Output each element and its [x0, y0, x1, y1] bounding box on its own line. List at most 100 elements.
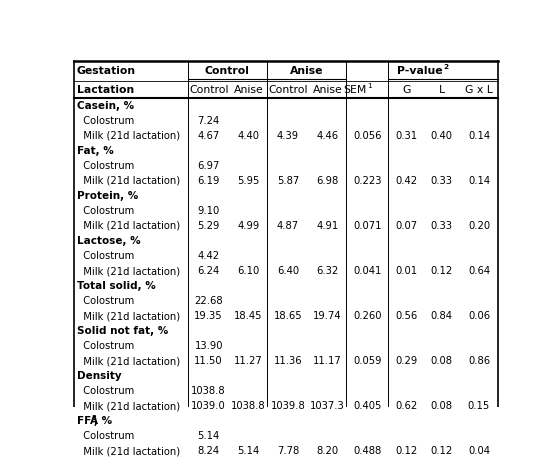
Text: 0.08: 0.08: [431, 356, 453, 366]
Text: 6.19: 6.19: [198, 176, 220, 186]
Text: 0.62: 0.62: [395, 401, 417, 411]
Text: 1: 1: [367, 84, 372, 90]
Text: 0.04: 0.04: [468, 446, 490, 456]
Text: 0.64: 0.64: [468, 266, 490, 276]
Text: Lactation: Lactation: [76, 85, 134, 95]
Text: 11.17: 11.17: [313, 356, 342, 366]
Text: 1039.0: 1039.0: [191, 401, 226, 411]
Text: Colostrum: Colostrum: [76, 251, 134, 261]
Text: 0.223: 0.223: [353, 176, 382, 186]
Text: Solid not fat, %: Solid not fat, %: [76, 326, 168, 336]
Text: Gestation: Gestation: [76, 66, 136, 76]
Text: 18.65: 18.65: [273, 311, 302, 321]
Text: 11.27: 11.27: [234, 356, 263, 366]
Text: Colostrum: Colostrum: [76, 116, 134, 126]
Text: 0.40: 0.40: [431, 131, 453, 141]
Text: 5.95: 5.95: [237, 176, 259, 186]
Text: 1039.8: 1039.8: [271, 401, 305, 411]
Text: 6.97: 6.97: [198, 161, 220, 171]
Text: FFA: FFA: [76, 416, 98, 426]
Text: Colostrum: Colostrum: [76, 206, 134, 216]
Text: 0.33: 0.33: [431, 176, 453, 186]
Text: Anise: Anise: [233, 85, 263, 95]
Text: Milk (21d lactation): Milk (21d lactation): [76, 266, 180, 276]
Text: 6.10: 6.10: [237, 266, 259, 276]
Text: Control: Control: [189, 85, 228, 95]
Text: Lactose, %: Lactose, %: [76, 236, 141, 246]
Text: 0.56: 0.56: [395, 311, 417, 321]
Text: 0.12: 0.12: [431, 446, 453, 456]
Text: 4.87: 4.87: [277, 221, 299, 231]
Text: Total solid, %: Total solid, %: [76, 281, 156, 291]
Text: Milk (21d lactation): Milk (21d lactation): [76, 446, 180, 456]
Text: 8.24: 8.24: [198, 446, 220, 456]
Text: 0.056: 0.056: [353, 131, 382, 141]
Text: 0.06: 0.06: [468, 311, 490, 321]
Text: 11.36: 11.36: [273, 356, 302, 366]
Text: 0.488: 0.488: [353, 446, 381, 456]
Text: 4.99: 4.99: [237, 221, 259, 231]
Text: 4.39: 4.39: [277, 131, 299, 141]
Text: 6.24: 6.24: [198, 266, 220, 276]
Text: Milk (21d lactation): Milk (21d lactation): [76, 401, 180, 411]
Text: 0.041: 0.041: [353, 266, 382, 276]
Text: Colostrum: Colostrum: [76, 386, 134, 396]
Text: 1038.8: 1038.8: [191, 386, 226, 396]
Text: 0.31: 0.31: [395, 131, 417, 141]
Text: 3: 3: [91, 414, 96, 421]
Text: 0.15: 0.15: [468, 401, 490, 411]
Text: Protein, %: Protein, %: [76, 191, 138, 201]
Text: 0.86: 0.86: [468, 356, 490, 366]
Text: Casein, %: Casein, %: [76, 101, 134, 111]
Text: G: G: [402, 85, 410, 95]
Text: 5.14: 5.14: [237, 446, 259, 456]
Text: 0.42: 0.42: [395, 176, 417, 186]
Text: 0.12: 0.12: [431, 266, 453, 276]
Text: Milk (21d lactation): Milk (21d lactation): [76, 176, 180, 186]
Text: 0.08: 0.08: [431, 401, 453, 411]
Text: 0.405: 0.405: [353, 401, 382, 411]
Text: 2: 2: [443, 64, 449, 70]
Text: 0.84: 0.84: [431, 311, 453, 321]
Text: 6.40: 6.40: [277, 266, 299, 276]
Text: 4.91: 4.91: [316, 221, 339, 231]
Text: 0.20: 0.20: [468, 221, 490, 231]
Text: 1037.3: 1037.3: [310, 401, 345, 411]
Text: Colostrum: Colostrum: [76, 161, 134, 171]
Text: 18.45: 18.45: [234, 311, 263, 321]
Text: 8.20: 8.20: [316, 446, 339, 456]
Text: 19.35: 19.35: [194, 311, 223, 321]
Text: Colostrum: Colostrum: [76, 341, 134, 351]
Text: SEM: SEM: [343, 85, 367, 95]
Text: 13.90: 13.90: [194, 341, 223, 351]
Text: 0.071: 0.071: [353, 221, 382, 231]
Text: G x L: G x L: [465, 85, 493, 95]
Text: 0.12: 0.12: [395, 446, 417, 456]
Text: 0.33: 0.33: [431, 221, 453, 231]
Text: Colostrum: Colostrum: [76, 431, 134, 441]
Text: Density: Density: [76, 371, 121, 381]
Text: 0.07: 0.07: [395, 221, 417, 231]
Text: 5.29: 5.29: [198, 221, 220, 231]
Text: 6.32: 6.32: [316, 266, 339, 276]
Text: 0.260: 0.260: [353, 311, 382, 321]
Text: 9.10: 9.10: [198, 206, 220, 216]
Text: Control: Control: [205, 66, 249, 76]
Text: 1038.8: 1038.8: [231, 401, 266, 411]
Text: 0.29: 0.29: [395, 356, 417, 366]
Text: Milk (21d lactation): Milk (21d lactation): [76, 131, 180, 141]
Text: Anise: Anise: [290, 66, 323, 76]
Text: 0.059: 0.059: [353, 356, 382, 366]
Text: Milk (21d lactation): Milk (21d lactation): [76, 356, 180, 366]
Text: Milk (21d lactation): Milk (21d lactation): [76, 311, 180, 321]
Text: 7.78: 7.78: [277, 446, 299, 456]
Text: 4.46: 4.46: [316, 131, 339, 141]
Text: 19.74: 19.74: [313, 311, 342, 321]
Text: 4.40: 4.40: [237, 131, 259, 141]
Text: Milk (21d lactation): Milk (21d lactation): [76, 221, 180, 231]
Text: 0.01: 0.01: [395, 266, 417, 276]
Text: 6.98: 6.98: [316, 176, 339, 186]
Text: , %: , %: [94, 416, 112, 426]
Text: Colostrum: Colostrum: [76, 296, 134, 306]
Text: Fat, %: Fat, %: [76, 146, 113, 156]
